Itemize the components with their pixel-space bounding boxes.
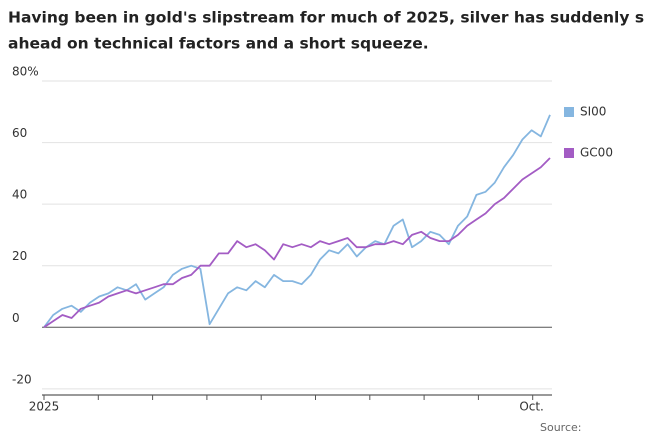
chart-title: ahead on technical factors and a short s…: [8, 35, 429, 53]
legend-swatch: [564, 148, 574, 158]
x-tick-label: 2025: [29, 400, 60, 414]
y-tick-label: 80%: [12, 65, 39, 79]
y-tick-label: 40: [12, 188, 27, 202]
source: Source:: [540, 421, 582, 434]
line-series: [43, 157, 551, 329]
line-series: [43, 114, 551, 328]
x-tick-label: Oct.: [519, 400, 544, 414]
legend-label: SI00: [580, 105, 606, 119]
legend-label: GC00: [580, 146, 613, 160]
y-tick-label: 20: [12, 249, 27, 263]
y-tick-label: 0: [12, 311, 20, 325]
chart-title: Having been in gold's slipstream for muc…: [8, 9, 645, 27]
y-tick-label: 60: [12, 126, 27, 140]
y-tick-label: -20: [12, 372, 32, 386]
legend-swatch: [564, 107, 574, 117]
